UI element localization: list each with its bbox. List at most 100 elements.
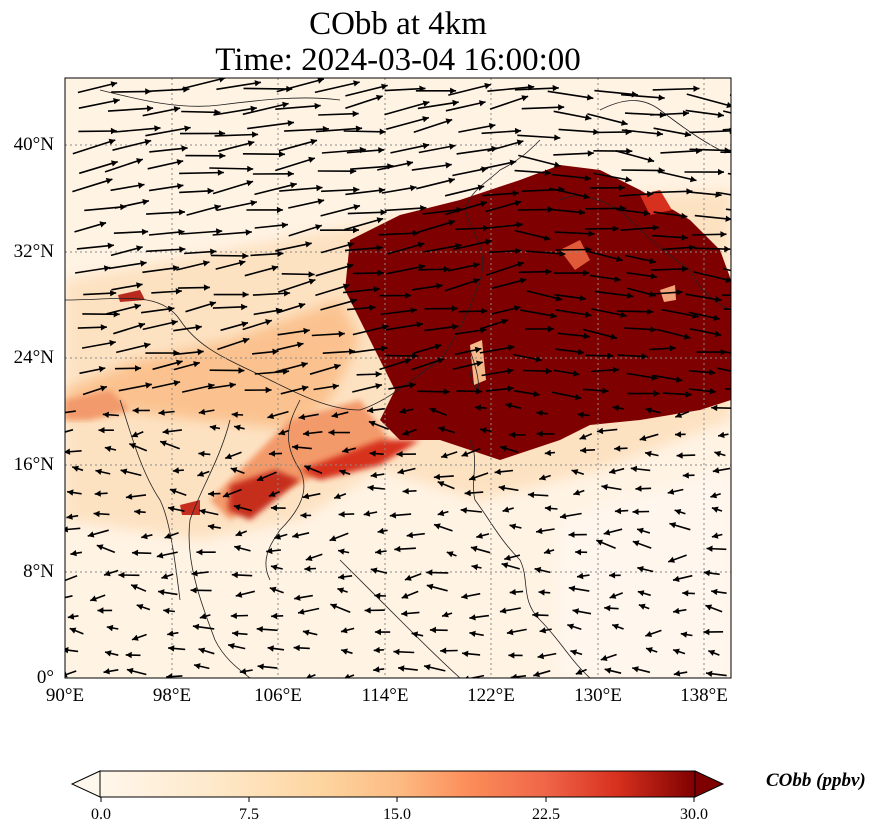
wind-arrow-head xyxy=(509,431,516,438)
wind-arrow-head xyxy=(756,252,762,258)
wind-arrow-head xyxy=(544,169,551,176)
wind-arrow-head xyxy=(578,209,586,216)
wind-arrow-head xyxy=(645,407,652,414)
wind-arrow-shaft xyxy=(275,242,312,252)
wind-arrow-head xyxy=(346,263,354,270)
coastlines xyxy=(65,89,731,678)
wind-arrow-head xyxy=(338,548,345,555)
wind-arrow-head xyxy=(393,648,400,656)
wind-arrow-shaft xyxy=(384,87,426,92)
wind-arrow-head xyxy=(675,431,682,438)
wind-arrow-shaft xyxy=(411,163,452,171)
wind-arrow-head xyxy=(308,271,315,278)
wind-arrow-head xyxy=(484,82,491,90)
wind-arrow-shaft xyxy=(487,140,524,152)
wind-arrow-head xyxy=(131,584,138,591)
wind-arrow-head xyxy=(246,180,254,187)
wind-arrow-head xyxy=(474,404,482,411)
wind-arrow-head xyxy=(637,527,644,534)
wind-arrow-head xyxy=(125,493,133,500)
wind-arrow-shaft xyxy=(594,290,634,298)
wind-arrow-head xyxy=(632,508,639,515)
wind-arrow-head xyxy=(429,626,436,634)
wind-arrow-head xyxy=(276,206,283,214)
wind-arrow-head xyxy=(506,367,514,375)
wind-arrow-head xyxy=(120,468,128,475)
wind-arrow-head xyxy=(567,623,574,630)
wind-arrow-head xyxy=(353,80,360,87)
wind-arrow-head xyxy=(488,123,496,130)
wind-arrow-shaft xyxy=(686,93,731,107)
wind-arrow-shaft xyxy=(147,88,190,93)
wind-arrow-head xyxy=(715,191,722,198)
plot-frame xyxy=(64,77,732,679)
lat-tick-label: 0° xyxy=(36,667,54,688)
wind-arrow-head xyxy=(369,450,376,457)
wind-arrow-shaft xyxy=(182,78,226,90)
wind-arrow-shaft xyxy=(390,143,430,154)
wind-arrow-head xyxy=(175,288,182,295)
wind-arrow-head xyxy=(538,589,545,596)
wind-arrow-head xyxy=(317,78,324,84)
wind-arrow-head xyxy=(353,226,359,234)
wind-arrow-head xyxy=(513,305,521,312)
wind-arrow-head xyxy=(337,587,345,594)
lon-tick-label: 122°E xyxy=(467,685,515,706)
wind-arrow-head xyxy=(668,556,675,563)
wind-arrow-head xyxy=(162,428,169,435)
wind-arrow-head xyxy=(544,505,552,512)
wind-arrow-shaft xyxy=(481,129,522,135)
wind-arrow-head xyxy=(277,250,284,257)
wind-arrow-head xyxy=(198,408,206,415)
wind-arrow-head xyxy=(637,590,645,597)
wind-arrow-head xyxy=(272,348,279,355)
wind-arrow-head xyxy=(330,603,338,610)
wind-arrow-head xyxy=(179,246,186,253)
wind-arrow-head xyxy=(234,545,241,552)
wind-arrow-shaft xyxy=(520,309,557,318)
wind-arrow-head xyxy=(229,382,236,389)
wind-arrow-head xyxy=(304,465,312,472)
wind-arrow-head xyxy=(673,670,681,677)
wind-arrow-head xyxy=(706,670,713,677)
wind-arrow-head xyxy=(577,572,584,580)
wind-arrow-shaft xyxy=(65,595,73,599)
wind-arrow-head xyxy=(756,149,762,155)
wind-arrow-head xyxy=(412,352,419,360)
wind-arrow-head xyxy=(373,646,380,654)
wind-arrow-head xyxy=(544,449,552,457)
wind-arrow-head xyxy=(747,272,754,278)
colorbar xyxy=(70,770,725,802)
wind-arrow-head xyxy=(612,623,619,630)
wind-arrow-head xyxy=(134,303,141,310)
wind-arrow-head xyxy=(176,359,183,366)
wind-arrow-head xyxy=(377,269,384,277)
wind-arrow-head xyxy=(367,484,374,492)
wind-arrow-head xyxy=(374,628,381,636)
wind-arrow-head xyxy=(543,234,551,241)
wind-arrow-shaft xyxy=(72,178,113,193)
wind-arrow-shaft xyxy=(142,107,181,117)
wind-arrow-shaft xyxy=(448,83,492,96)
wind-arrow-head xyxy=(368,420,376,427)
wind-arrow-head xyxy=(405,292,412,299)
wind-arrow-head xyxy=(298,608,305,615)
wind-arrow-head xyxy=(762,210,768,216)
wind-arrow-head xyxy=(404,358,412,365)
wind-arrow-head xyxy=(283,290,291,297)
wind-arrow-shaft xyxy=(548,187,590,199)
wind-arrow-head xyxy=(718,168,724,176)
wind-arrow-head xyxy=(410,185,417,192)
wind-arrow-head xyxy=(450,87,457,94)
wind-arrow-head xyxy=(573,489,581,496)
wind-arrow-head xyxy=(406,160,413,167)
wind-arrow-head xyxy=(682,265,689,273)
wind-arrow-head xyxy=(58,429,65,435)
wind-arrow-shaft xyxy=(693,271,731,282)
wind-arrow-head xyxy=(645,450,652,458)
wind-arrow-head xyxy=(338,511,345,518)
wind-arrow-head xyxy=(65,526,68,533)
wind-arrow-head xyxy=(341,627,348,634)
wind-arrow-head xyxy=(382,324,389,331)
wind-arrow-head xyxy=(445,118,453,125)
